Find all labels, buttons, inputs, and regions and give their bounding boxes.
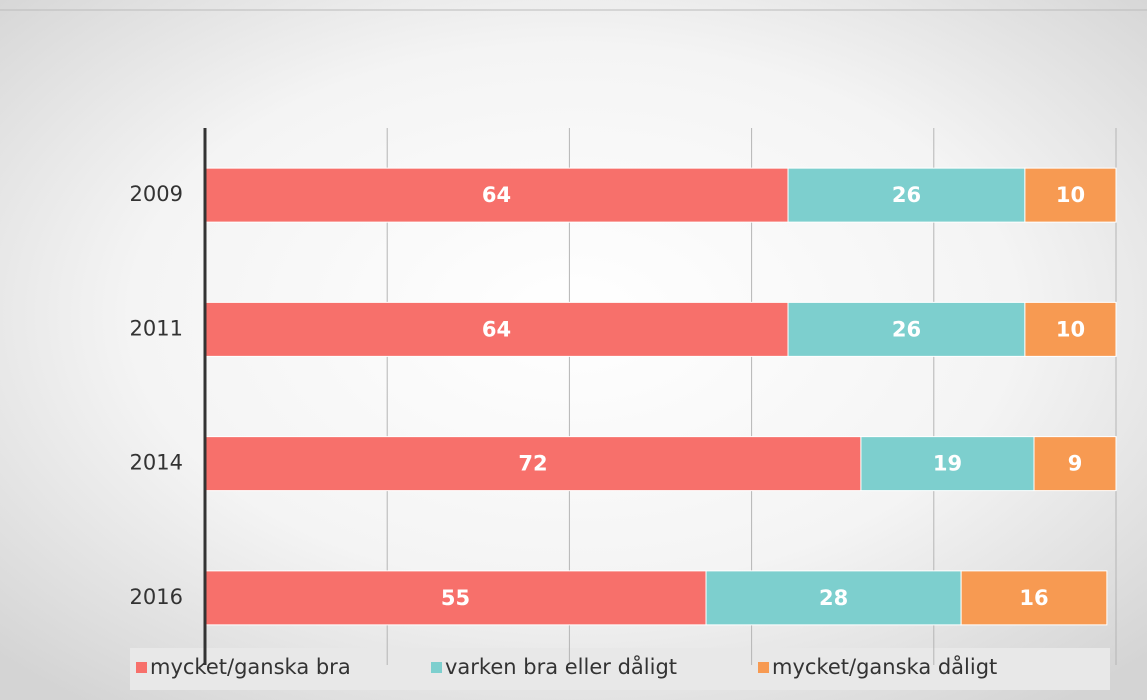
bars: 2009 64 26 10 2011 64 26 10 2014 72 19 9 2016 55 28 16 <box>130 128 1117 665</box>
y-tick-label: 2016 <box>130 585 183 609</box>
legend-background <box>130 648 1110 690</box>
bar-segment <box>204 436 862 492</box>
value-label: 10 <box>1056 317 1085 341</box>
legend-label: varken bra eller dåligt <box>445 654 677 679</box>
bar-segment <box>787 301 1026 357</box>
bar-segment <box>204 301 789 357</box>
y-tick-label: 2009 <box>130 182 183 206</box>
value-label: 64 <box>482 183 511 207</box>
value-label: 9 <box>1068 452 1083 476</box>
value-label: 72 <box>518 452 547 476</box>
bar-segment <box>1024 301 1117 357</box>
legend-label: mycket/ganska bra <box>150 655 351 679</box>
value-label: 10 <box>1056 183 1085 207</box>
legend-swatch <box>136 662 147 673</box>
value-label: 26 <box>892 183 921 207</box>
value-label: 55 <box>441 586 470 610</box>
legend: mycket/ganska bra varken bra eller dåligt… <box>136 654 997 679</box>
legend-label: mycket/ganska dåligt <box>772 654 997 679</box>
value-label: 28 <box>819 586 848 610</box>
y-tick-label: 2014 <box>130 451 183 475</box>
bar-segment <box>787 167 1026 223</box>
legend-swatch <box>431 662 442 673</box>
bar-segment <box>204 570 707 626</box>
y-tick-label: 2011 <box>130 316 183 340</box>
bar-segment <box>1033 436 1117 492</box>
legend-swatch <box>758 662 769 673</box>
bar-segment <box>204 167 789 223</box>
bar-segment <box>1024 167 1117 223</box>
value-label: 19 <box>933 452 962 476</box>
bar-segment <box>960 570 1108 626</box>
value-label: 64 <box>482 317 511 341</box>
value-label: 16 <box>1019 586 1048 610</box>
value-label: 26 <box>892 317 921 341</box>
